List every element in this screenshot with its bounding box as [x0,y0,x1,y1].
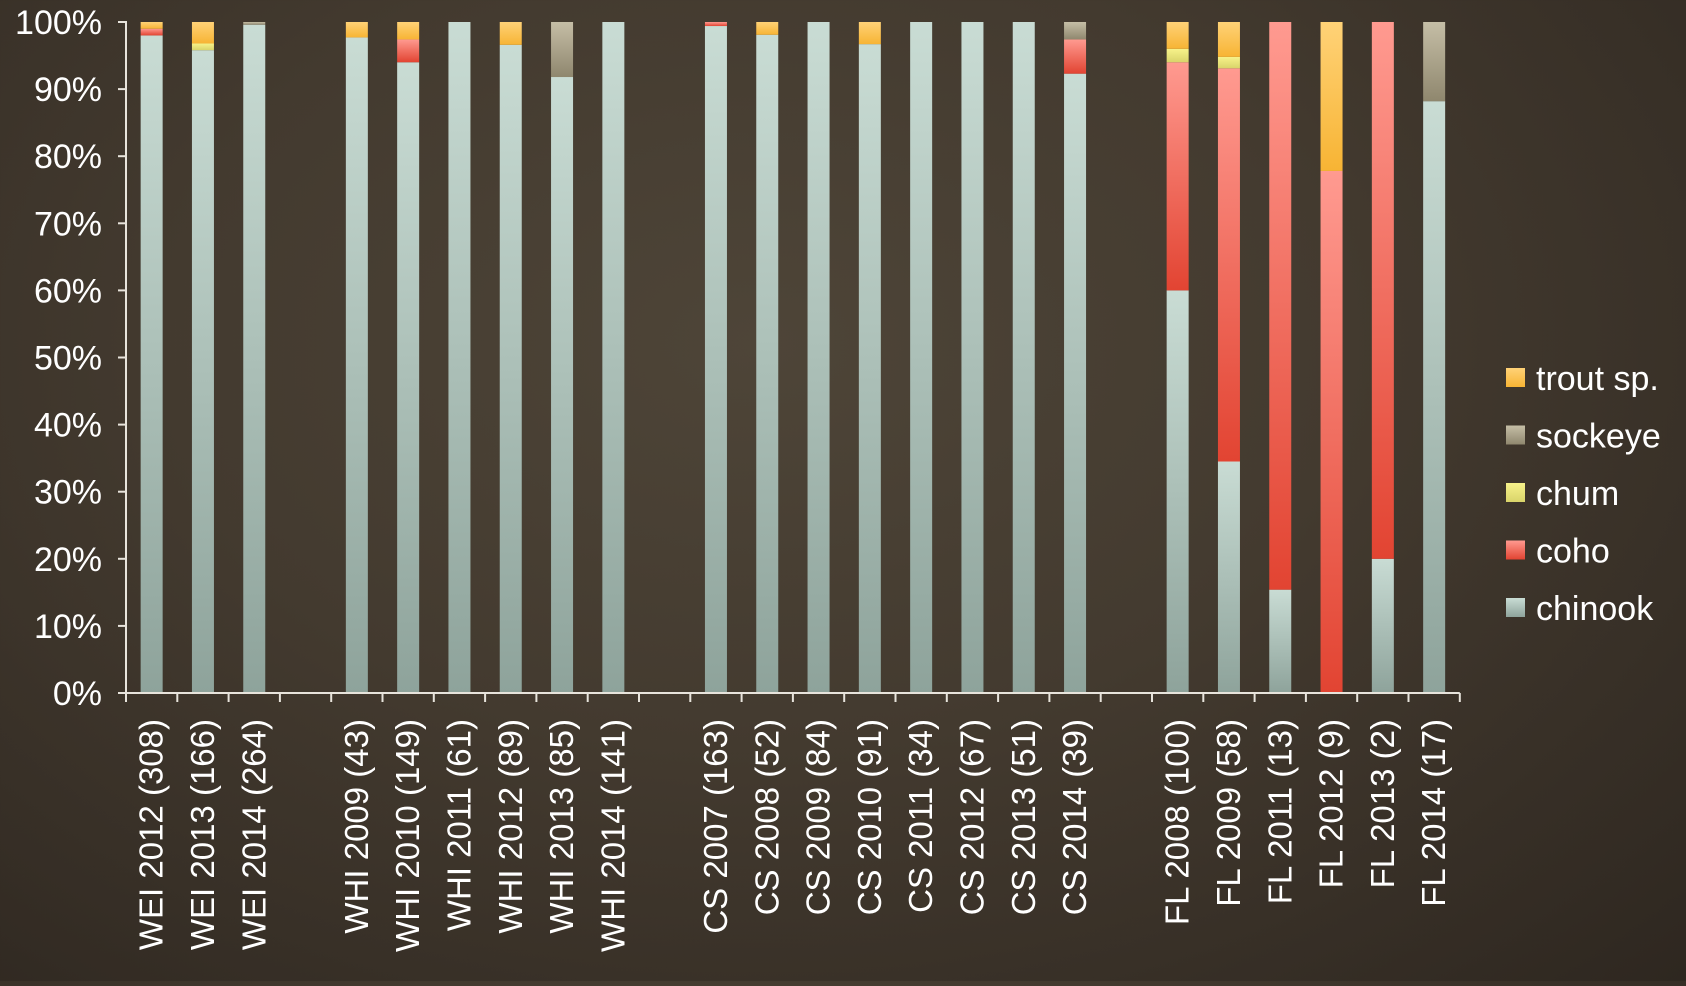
x-tick-label-fl-2011-13: FL 2011 (13) [1261,719,1298,904]
legend-swatch-sockeye [1506,425,1525,445]
x-tick-label-wei-2013-166: WEI 2013 (166) [184,719,221,950]
bar-segment-chinook-cs-2008-52 [756,34,779,693]
x-tick-label-cs-2009-84: CS 2009 (84) [800,719,837,915]
axes-layer [118,21,1461,702]
legend-swatch-coho [1506,540,1525,560]
bar-segment-trout-sp-cs-2008-52 [756,22,779,35]
bar-segment-trout-sp-wei-2013-166 [191,22,214,44]
bar-segment-chum-fl-2009-58 [1217,56,1240,69]
bar-segment-chinook-wei-2014-264 [243,24,266,694]
x-tick-label-cs-2007-163: CS 2007 (163) [697,719,734,934]
y-tick-label: 100% [15,4,102,42]
x-tick-label-fl-2008-100: FL 2008 (100) [1159,719,1196,925]
bar-segment-coho-whi-2010-149 [397,39,420,63]
y-tick-label: 10% [34,608,102,646]
bar-segment-chum-fl-2008-100 [1166,48,1189,63]
x-tick-label-fl-2012-9: FL 2012 (9) [1313,719,1350,888]
bar-segment-chinook-fl-2009-58 [1217,461,1240,693]
bar-segment-chinook-whi-2014-141 [602,22,625,693]
legend: trout sp. sockeye chum coho chinook [1506,360,1661,628]
y-tick-label: 40% [34,407,102,445]
bar-segment-chinook-cs-2010-91 [858,44,881,693]
bar-segment-chinook-cs-2009-84 [807,22,830,693]
bar-segment-chinook-whi-2011-61 [448,22,471,693]
x-tick-label-whi-2010-149: WHI 2010 (149) [389,719,426,952]
bar-segment-sockeye-whi-2013-85 [551,22,574,78]
bar-segment-coho-wei-2012-308 [140,28,163,36]
y-tick-label: 0% [53,675,102,713]
bar-segment-sockeye-cs-2014-39 [1064,22,1087,40]
legend-label-coho: coho [1536,533,1610,571]
x-tick-label-cs-2012-67: CS 2012 (67) [953,719,990,915]
bar-segment-trout-sp-cs-2010-91 [858,22,881,45]
bar-segment-chinook-wei-2013-166 [191,50,214,694]
bar-segment-chinook-cs-2007-163 [704,26,727,693]
bar-segment-chinook-cs-2014-39 [1064,73,1087,694]
bar-segment-trout-sp-whi-2010-149 [397,22,420,40]
bar-segment-chinook-fl-2011-13 [1269,589,1292,693]
x-tick-label-whi-2012-89: WHI 2012 (89) [492,719,529,934]
x-tick-label-fl-2013-2: FL 2013 (2) [1364,719,1401,888]
bar-segment-chinook-cs-2012-67 [961,22,984,693]
y-tick-label: 60% [34,272,102,310]
x-tick-label-whi-2013-85: WHI 2013 (85) [543,719,580,934]
bar-segment-chum-wei-2013-166 [191,43,214,51]
bar-segment-trout-sp-whi-2009-43 [345,22,368,38]
bar-segment-trout-sp-fl-2008-100 [1166,22,1189,49]
bar-segment-chinook-fl-2008-100 [1166,290,1189,693]
bar-segment-coho-fl-2009-58 [1217,68,1240,462]
x-tick-label-cs-2014-39: CS 2014 (39) [1056,719,1093,915]
y-tick-label: 50% [34,340,102,378]
legend-label-sockeye: sockeye [1536,418,1661,456]
x-tick-label-cs-2011-34: CS 2011 (34) [902,719,939,913]
x-tick-label-fl-2014-17: FL 2014 (17) [1415,719,1452,907]
bar-segment-sockeye-wei-2014-264 [243,22,266,25]
x-tick-label-fl-2009-58: FL 2009 (58) [1210,719,1247,907]
y-tick-label: 30% [34,474,102,512]
x-axis-tick-labels: WEI 2012 (308) WEI 2013 (166) WEI 2014 (26… [133,719,1453,952]
bars-layer [140,22,1446,694]
x-tick-label-cs-2010-91: CS 2010 (91) [851,719,888,915]
y-tick-label: 20% [34,541,102,579]
y-tick-label: 80% [34,138,102,176]
bar-segment-trout-sp-fl-2012-9 [1320,22,1343,171]
legend-label-chinook: chinook [1536,590,1654,628]
bar-segment-coho-fl-2008-100 [1166,62,1189,291]
bar-segment-chinook-fl-2014-17 [1423,101,1446,694]
bar-segment-coho-fl-2011-13 [1269,22,1292,590]
legend-swatch-chum [1506,483,1525,502]
bar-segment-sockeye-fl-2014-17 [1423,22,1446,102]
y-axis-tick-labels: 0% 10% 20% 30% 40% 50% 60% 70% 80% 90% 100% [15,4,102,713]
bar-segment-trout-sp-wei-2012-308 [140,22,163,29]
y-tick-label: 70% [34,205,102,243]
y-tick-label: 90% [34,71,102,109]
legend-swatch-chinook [1506,598,1525,617]
x-tick-label-whi-2009-43: WHI 2009 (43) [338,719,375,934]
x-tick-label-cs-2013-51: CS 2013 (51) [1005,719,1042,915]
bar-segment-coho-fl-2012-9 [1320,170,1343,693]
bar-segment-chinook-whi-2009-43 [345,37,368,694]
legend-swatch-trout-sp [1506,368,1525,387]
bar-segment-coho-cs-2014-39 [1064,39,1087,74]
bar-segment-chinook-whi-2010-149 [397,62,420,693]
bar-segment-coho-fl-2013-2 [1371,22,1394,559]
x-tick-label-wei-2014-264: WEI 2014 (264) [235,719,272,950]
bar-segment-chinook-wei-2012-308 [140,35,163,694]
x-tick-label-cs-2008-52: CS 2008 (52) [748,719,785,915]
bar-segment-chinook-cs-2013-51 [1012,22,1035,693]
bar-segment-trout-sp-fl-2009-58 [1217,22,1240,57]
x-tick-label-wei-2012-308: WEI 2012 (308) [133,719,170,950]
bar-segment-chinook-fl-2013-2 [1371,558,1394,693]
bar-segment-chinook-whi-2013-85 [551,77,574,693]
bar-segment-chinook-whi-2012-89 [499,44,522,694]
legend-label-chum: chum [1536,475,1619,513]
legend-label-trout-sp: trout sp. [1536,360,1659,398]
bar-segment-coho-cs-2007-163 [704,22,727,27]
bar-segment-trout-sp-whi-2012-89 [499,22,522,45]
x-tick-label-whi-2011-61: WHI 2011 (61) [440,719,477,931]
x-tick-label-whi-2014-141: WHI 2014 (141) [594,719,631,952]
bar-segment-chinook-cs-2011-34 [910,22,933,693]
